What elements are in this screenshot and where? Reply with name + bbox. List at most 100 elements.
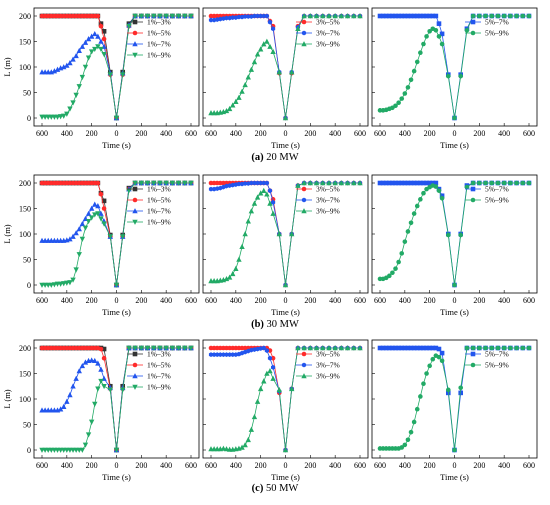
data-point: [113, 447, 120, 453]
data-point: [307, 345, 314, 351]
data-point: [226, 105, 233, 112]
legend-label: 1%–7%: [147, 40, 171, 49]
data-point: [402, 91, 408, 96]
legend-marker: [132, 186, 138, 192]
data-point: [424, 180, 429, 186]
data-point: [61, 113, 67, 119]
data-point: [132, 13, 138, 19]
data-point: [427, 13, 432, 19]
data-point: [70, 277, 76, 283]
data-point: [101, 206, 107, 211]
data-point: [458, 385, 464, 391]
data-point: [390, 13, 395, 19]
x-tick-label: 600: [185, 461, 197, 470]
data-point: [270, 210, 276, 216]
legend-label: 1%–5%: [147, 196, 171, 205]
data-point: [402, 239, 408, 244]
data-point: [357, 13, 363, 19]
legend-marker: [301, 30, 307, 36]
x-tick-label: 400: [399, 461, 411, 470]
data-point: [144, 180, 151, 186]
data-point: [387, 13, 392, 19]
legend-label: 1%–5%: [147, 361, 171, 370]
data-point: [357, 180, 363, 186]
x-tick-label: 600: [185, 129, 197, 138]
x-axis-label: Time (s): [102, 472, 131, 482]
y-tick-label: 50: [23, 88, 31, 97]
plot-frame: [371, 339, 538, 459]
data-point: [236, 94, 242, 100]
caption-text: 50 MW: [263, 483, 298, 494]
data-point: [242, 81, 248, 88]
data-point: [408, 220, 414, 226]
x-tick-label: 200: [473, 461, 485, 470]
data-point: [88, 205, 95, 211]
data-point: [433, 345, 439, 351]
data-point: [483, 180, 488, 186]
data-point: [73, 230, 79, 236]
chart-panel-2-2: 600 400 200 0 200 400 600 Time (s) 5%–7% 5%–9%: [371, 339, 538, 482]
data-point: [489, 13, 495, 19]
data-point: [261, 41, 267, 47]
data-point: [270, 375, 276, 381]
data-point: [151, 13, 157, 19]
data-point: [92, 201, 98, 207]
data-point: [326, 345, 332, 351]
x-axis-label: Time (s): [440, 140, 469, 150]
data-point: [163, 180, 169, 186]
data-point: [439, 196, 445, 201]
legend-marker: [470, 197, 476, 203]
data-point: [138, 180, 145, 186]
data-point: [82, 225, 89, 231]
data-point: [82, 359, 89, 365]
data-point: [98, 38, 104, 44]
data-point: [101, 383, 107, 390]
legend: 1%–3% 1%–5% 1%–7% 1%–9%: [127, 18, 171, 60]
data-point: [73, 267, 79, 273]
data-point: [399, 445, 405, 450]
data-point: [338, 13, 345, 19]
data-point: [390, 180, 395, 186]
data-point: [351, 13, 357, 19]
data-point: [526, 345, 532, 351]
chart-panel-0-0: 0 50 100 150 200 600 400 200 0 200 400 600 Time (s) L…: [2, 7, 200, 150]
legend-label: 3%–5%: [316, 350, 340, 359]
plot-frame: [33, 339, 200, 459]
data-point: [483, 345, 488, 351]
y-tick-label: 100: [19, 395, 31, 404]
data-point: [430, 13, 436, 19]
data-point: [411, 419, 417, 425]
data-point: [144, 345, 151, 351]
legend-marker: [470, 30, 476, 36]
legend-label: 1%–3%: [147, 18, 171, 27]
data-point: [70, 383, 76, 389]
data-point: [526, 13, 532, 19]
chart-panel-1-0: 0 50 100 150 200 600 400 200 0 200 400 600 Time (s) L…: [2, 174, 200, 317]
data-point: [101, 51, 107, 58]
data-point: [380, 345, 386, 351]
data-point: [344, 345, 351, 351]
data-point: [144, 13, 151, 19]
y-tick-label: 50: [23, 255, 31, 264]
data-point: [230, 270, 236, 277]
data-point: [501, 180, 507, 186]
chart-panel-1-2: 600 400 200 0 200 400 600 Time (s) 5%–7% 5%–9%: [371, 174, 538, 317]
data-point: [458, 232, 464, 238]
legend-marker: [132, 197, 138, 203]
data-point: [344, 13, 351, 19]
data-point: [433, 180, 439, 186]
chart-panel-0-2: 600 400 200 0 200 400 600 Time (s) 5%–7% 5%–9%: [371, 7, 538, 150]
data-point: [151, 180, 157, 186]
data-point: [399, 251, 405, 256]
data-point: [421, 41, 426, 47]
data-point: [405, 180, 411, 186]
data-point: [261, 187, 267, 193]
data-point: [436, 188, 442, 193]
data-point: [439, 350, 445, 356]
data-point: [464, 27, 470, 33]
data-point: [427, 345, 432, 351]
data-point: [301, 13, 307, 19]
legend-label: 1%–9%: [147, 218, 171, 227]
data-point: [520, 345, 526, 351]
data-point: [85, 218, 92, 225]
